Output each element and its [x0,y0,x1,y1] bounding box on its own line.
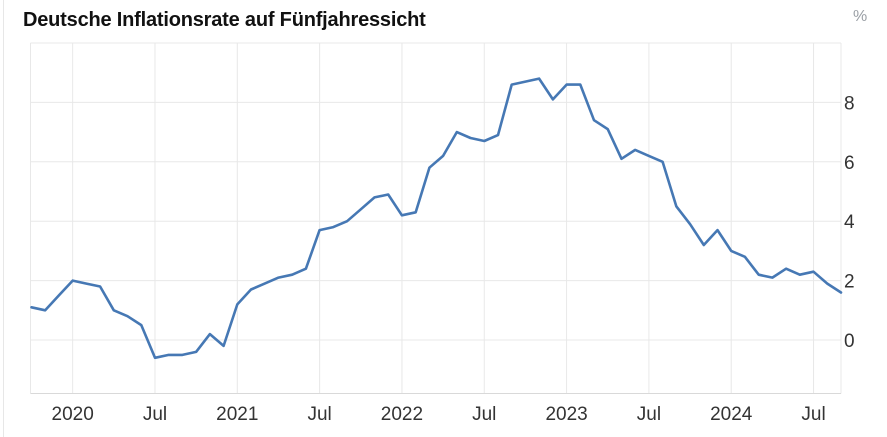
y-axis-unit-label: % [853,8,868,25]
x-tick-label: 2020 [52,404,94,425]
y-tick-label: 0 [844,331,855,352]
y-tick-label: 8 [844,93,855,114]
x-tick-label: Jul [637,404,661,425]
inflation-line-series [30,77,843,360]
chart-title: Deutsche Inflationsrate auf Fünfjahressi… [23,9,426,31]
y-tick-label: 6 [844,153,855,174]
x-tick-label: 2021 [216,404,258,425]
x-tick-label: 2022 [381,404,423,425]
x-tick-label: Jul [143,404,167,425]
y-tick-label: 2 [844,272,855,293]
x-tick-label: 2023 [545,404,587,425]
card-left-edge [3,0,4,437]
x-tick-label: Jul [472,404,496,425]
y-tick-label: 4 [844,212,855,233]
x-tick-label: Jul [801,404,825,425]
x-tick-label: Jul [307,404,331,425]
x-tick-label: 2024 [710,404,753,425]
